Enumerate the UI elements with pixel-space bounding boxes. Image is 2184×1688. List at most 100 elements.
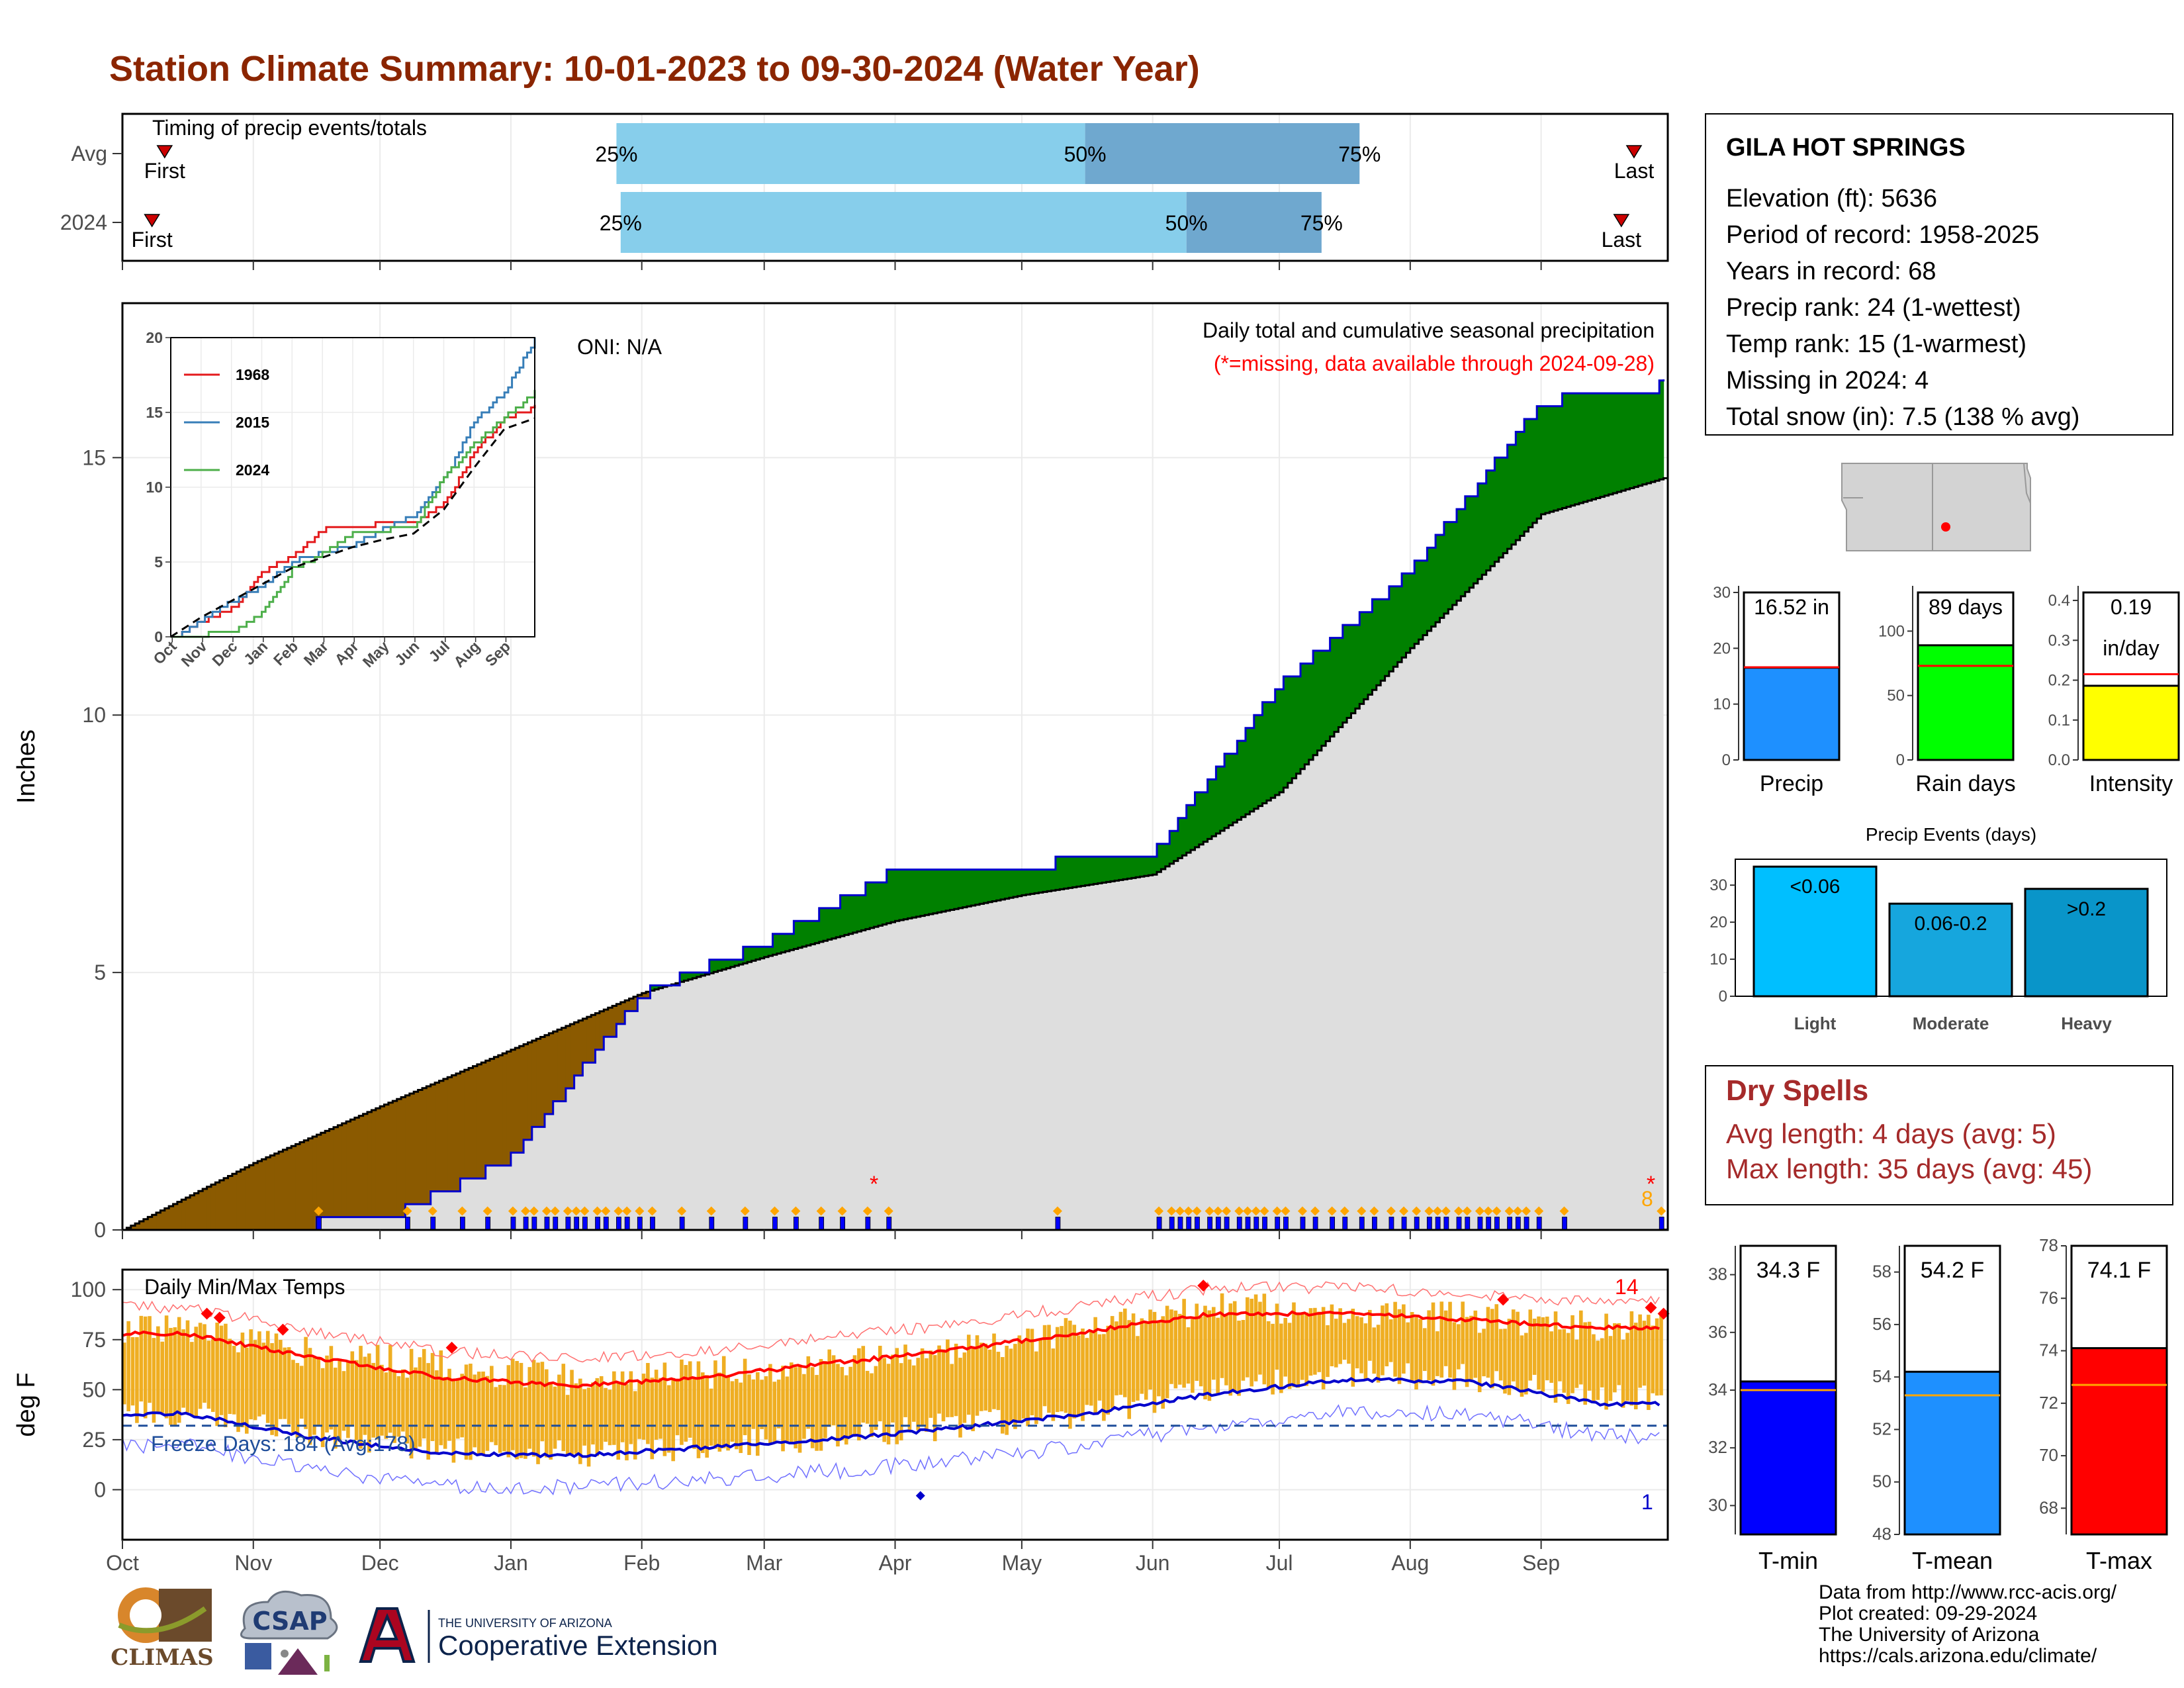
surplus-area (1241, 741, 1246, 818)
deficit-area (523, 1044, 529, 1140)
surplus-area (882, 882, 887, 925)
daily-temp-bar (1195, 1303, 1199, 1382)
timing-p75-label: 75% (1300, 211, 1343, 235)
dry-spells-title: Dry Spells (1726, 1074, 1868, 1107)
temp-bar-label: T-min (1758, 1547, 1818, 1574)
deficit-area (405, 1095, 410, 1205)
daily-temp-bar (721, 1356, 726, 1448)
deficit-area (232, 1174, 237, 1230)
daily-precip-bar (1186, 1217, 1192, 1231)
surplus-area (1081, 857, 1086, 886)
surplus-area (1203, 792, 1208, 842)
mini-bar-value-unit: in/day (2103, 636, 2159, 660)
deficit-area (380, 1106, 385, 1217)
daily-temp-bar (570, 1370, 574, 1455)
daily-temp-bar (790, 1362, 794, 1444)
daily-temp-bar (903, 1344, 907, 1417)
mini-bar-ytick: 20 (1713, 639, 1731, 657)
daily-precip-bar (886, 1217, 892, 1231)
surplus-area (907, 869, 913, 919)
surplus-area (1498, 457, 1504, 558)
daily-temp-bar (456, 1380, 460, 1439)
daily-precip-bar (1156, 1217, 1162, 1231)
deficit-area (527, 1042, 533, 1140)
dry-max-length: Max length: 35 days (avg: 45) (1726, 1153, 2092, 1184)
daily-precip-bar (1477, 1217, 1483, 1231)
daily-temp-bar (1102, 1334, 1106, 1421)
daily-temp-bar (865, 1370, 870, 1424)
daily-temp-bar (692, 1378, 696, 1449)
daily-temp-bar (675, 1380, 680, 1436)
surplus-area (899, 869, 904, 921)
surplus-area (1013, 869, 1019, 898)
daily-temp-bar (937, 1345, 941, 1414)
surplus-area (1388, 586, 1394, 672)
daily-temp-bar (1250, 1298, 1253, 1387)
daily-temp-bar (1140, 1318, 1144, 1394)
daily-temp-bar (130, 1336, 135, 1406)
surplus-area (1042, 869, 1048, 892)
surplus-area (1085, 857, 1090, 886)
heavy-event-marker (740, 1206, 750, 1216)
daily-precip-bar (1177, 1217, 1183, 1231)
surplus-area (1516, 432, 1521, 541)
surplus-area (1123, 857, 1128, 880)
deficit-area (553, 1031, 558, 1102)
surplus-area (878, 882, 883, 926)
deficit-area (160, 1210, 165, 1230)
surplus-area (1005, 869, 1010, 899)
heavy-event-marker (402, 1206, 412, 1216)
daily-temp-bar (950, 1364, 954, 1417)
temp-bar-fill (1739, 1380, 1837, 1536)
daily-temp-bar (228, 1338, 232, 1415)
surplus-area (886, 869, 891, 923)
deficit-area (409, 1094, 414, 1205)
daily-temp-bar (283, 1347, 287, 1419)
events-bar-text: 0.06-0.2 (1914, 913, 1987, 935)
daily-temp-bar (1608, 1336, 1613, 1401)
heavy-event-marker (1297, 1206, 1307, 1216)
daily-temp-bar (1165, 1305, 1169, 1399)
record-high-marker (277, 1323, 289, 1336)
daily-temp-bar (1368, 1309, 1372, 1361)
heavy-event-marker (770, 1206, 780, 1216)
surplus-area (891, 869, 896, 923)
daily-temp-bar (1448, 1301, 1452, 1378)
surplus-area (1110, 857, 1115, 882)
daily-temp-bar (198, 1323, 203, 1409)
daily-temp-bar (544, 1369, 549, 1458)
timing-first-label: First (144, 159, 185, 183)
temp-ytick-label: 50 (82, 1378, 106, 1401)
footer-line-4: https://cals.arizona.edu/climate/ (1819, 1645, 2097, 1667)
timing-row-label: Avg (71, 142, 107, 165)
daily-temp-bar (1629, 1311, 1634, 1406)
surplus-area (1148, 857, 1154, 876)
surplus-area (1275, 689, 1280, 796)
daily-temp-bar (1089, 1331, 1093, 1406)
daily-temp-bar (701, 1372, 705, 1454)
surplus-area (916, 869, 921, 917)
mini-bar-ytick: 0.3 (2048, 632, 2070, 649)
daily-temp-bar (797, 1365, 802, 1453)
deficit-area (130, 1225, 136, 1230)
daily-temp-bar (1093, 1317, 1097, 1415)
daily-temp-bar (612, 1371, 616, 1445)
month-tick-label: Jul (1266, 1551, 1293, 1575)
surplus-area (1055, 857, 1060, 890)
daily-temp-bar (582, 1389, 586, 1446)
daily-temp-bar (1516, 1311, 1520, 1389)
daily-precip-bar (1507, 1217, 1512, 1231)
surplus-area (1443, 522, 1449, 614)
climas-logo: CLIMAS (111, 1587, 214, 1671)
surplus-area (1136, 857, 1141, 878)
station-info-line: Elevation (ft): 5636 (1726, 185, 1937, 212)
daily-temp-bar (844, 1375, 848, 1445)
surplus-area (1283, 676, 1289, 788)
daily-temp-bar (1064, 1318, 1068, 1413)
inset-xtick-label: Jun (391, 637, 422, 669)
daily-temp-bar (1220, 1293, 1224, 1378)
heavy-event-marker (677, 1206, 687, 1216)
daily-temp-bar (224, 1323, 228, 1427)
deficit-area (203, 1189, 208, 1230)
avg-min-line (122, 1376, 1661, 1458)
